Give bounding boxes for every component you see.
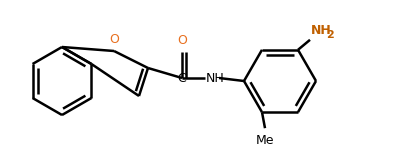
Text: 2: 2 xyxy=(326,30,334,40)
Text: C: C xyxy=(178,72,186,84)
Text: NH: NH xyxy=(206,72,225,84)
Text: NH: NH xyxy=(311,24,332,37)
Text: Me: Me xyxy=(256,134,274,147)
Text: O: O xyxy=(109,33,119,46)
Text: O: O xyxy=(177,34,187,47)
